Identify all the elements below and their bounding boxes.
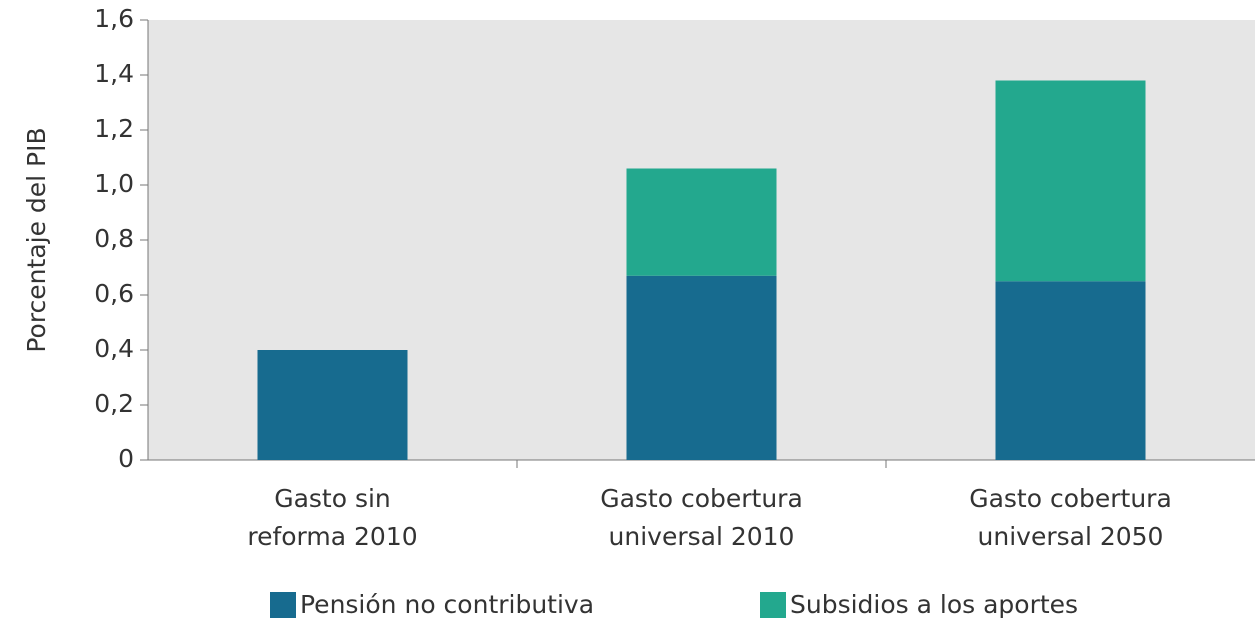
legend-swatch <box>760 592 786 618</box>
y-tick-label: 1,0 <box>94 169 134 198</box>
y-tick-label: 1,6 <box>94 4 134 33</box>
legend-label: Subsidios a los aportes <box>790 590 1078 618</box>
y-tick-label: 1,2 <box>94 114 134 143</box>
bar-segment <box>995 80 1146 282</box>
x-tick-label: Gasto cobertura universal 2010 <box>600 484 803 551</box>
y-tick-label: 1,4 <box>94 59 134 88</box>
y-tick-label: 0 <box>118 444 134 473</box>
x-tick-label: Gasto cobertura universal 2050 <box>969 484 1172 551</box>
bar-segment <box>626 168 777 276</box>
y-axis-label: Porcentaje del PIB <box>22 127 51 352</box>
y-tick-label: 0,2 <box>94 389 134 418</box>
legend-swatch <box>270 592 296 618</box>
y-tick-label: 0,4 <box>94 334 134 363</box>
legend-label: Pensión no contributiva <box>300 590 594 618</box>
bar-segment <box>995 281 1146 460</box>
bar-segment <box>626 275 777 460</box>
y-tick-label: 0,6 <box>94 279 134 308</box>
bar-segment <box>257 350 408 460</box>
y-tick-label: 0,8 <box>94 224 134 253</box>
x-tick-label: Gasto sin reforma 2010 <box>247 484 417 551</box>
